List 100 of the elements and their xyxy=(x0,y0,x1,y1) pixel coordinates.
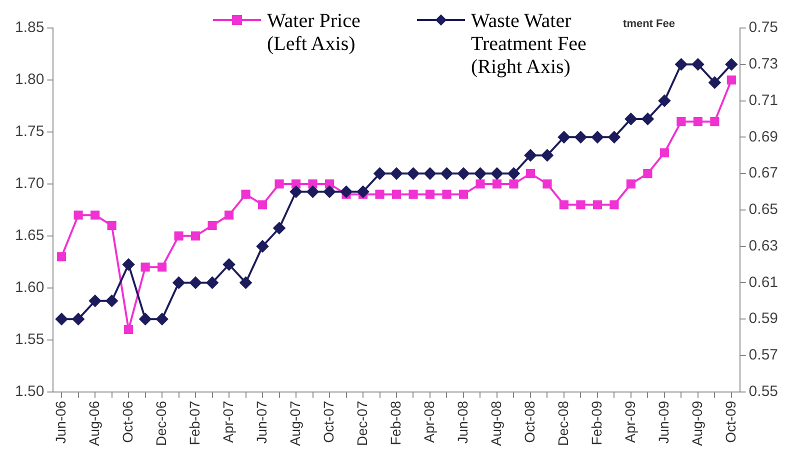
y-tick-label: 1.60 xyxy=(14,279,44,296)
point xyxy=(375,190,384,199)
point xyxy=(258,200,268,210)
x-tick-label: Jun-09 xyxy=(655,400,672,444)
point xyxy=(490,168,503,180)
point xyxy=(541,149,554,162)
point xyxy=(140,262,150,272)
x-tick-label: Dec-07 xyxy=(354,400,370,446)
y2-tick-label: 0.55 xyxy=(748,382,778,400)
x-tick-label: Oct-07 xyxy=(320,400,336,443)
point xyxy=(308,179,318,188)
point xyxy=(642,112,654,125)
point xyxy=(558,131,570,144)
point xyxy=(290,186,302,198)
point xyxy=(306,186,319,198)
point xyxy=(643,169,652,178)
point xyxy=(526,169,536,178)
y2-tick-label: 0.75 xyxy=(748,19,778,36)
point xyxy=(208,220,217,230)
point xyxy=(725,58,738,70)
point xyxy=(559,200,568,210)
y-tick-label: 1.85 xyxy=(14,19,44,36)
point xyxy=(224,210,234,220)
x-tick-label: Jun-06 xyxy=(52,400,68,444)
point xyxy=(592,200,602,210)
point xyxy=(89,294,102,307)
x-tick-label: Oct-09 xyxy=(722,400,738,443)
y-tick-label: 1.65 xyxy=(14,227,44,244)
point xyxy=(57,252,66,262)
point xyxy=(390,168,402,180)
point xyxy=(72,313,84,326)
point xyxy=(708,76,721,89)
y-tick-label: 1.50 xyxy=(14,382,44,400)
point xyxy=(107,220,116,230)
point xyxy=(424,168,436,180)
point xyxy=(156,313,168,326)
point xyxy=(357,186,370,198)
point xyxy=(274,179,284,188)
legend-label: Waste Water Treatment Fee (Right Axis) xyxy=(471,10,586,78)
point xyxy=(106,294,118,307)
point xyxy=(726,75,736,85)
x-tick-label: Dec-08 xyxy=(554,400,571,446)
point xyxy=(407,168,420,180)
point xyxy=(122,258,135,271)
point xyxy=(273,222,286,234)
point xyxy=(158,262,167,272)
annotation: tment Fee xyxy=(623,18,675,30)
x-tick-label: Apr-09 xyxy=(622,400,638,443)
point xyxy=(340,186,352,198)
point xyxy=(610,200,619,210)
point xyxy=(256,240,269,252)
x-tick-label: Feb-09 xyxy=(588,400,604,446)
point xyxy=(508,168,520,180)
point xyxy=(457,168,470,180)
point xyxy=(693,117,702,126)
point xyxy=(241,190,250,199)
point xyxy=(240,276,252,289)
x-tick-label: Aug-08 xyxy=(488,400,504,446)
point xyxy=(291,179,301,188)
point xyxy=(710,117,720,126)
y2-tick-label: 0.69 xyxy=(748,128,778,146)
point xyxy=(124,324,134,334)
point xyxy=(676,117,686,126)
x-tick-label: Aug-09 xyxy=(688,400,705,446)
point xyxy=(324,186,336,198)
y2-tick-label: 0.63 xyxy=(748,237,778,254)
point xyxy=(576,200,586,210)
point xyxy=(324,179,334,188)
point xyxy=(223,258,236,271)
point xyxy=(476,179,485,188)
legend-label: Water Price (Left Axis) xyxy=(267,10,362,56)
x-tick-label: Aug-06 xyxy=(86,400,102,446)
point xyxy=(90,210,100,220)
point xyxy=(374,168,386,180)
x-tick-label: Dec-06 xyxy=(152,400,169,446)
point xyxy=(492,179,502,188)
point xyxy=(658,94,670,107)
point xyxy=(408,190,418,199)
point xyxy=(474,168,486,180)
x-tick-label: Oct-06 xyxy=(119,400,136,443)
y-tick-label: 1.75 xyxy=(14,123,44,140)
y-tick-label: 1.70 xyxy=(14,175,44,192)
point xyxy=(624,112,637,125)
point xyxy=(440,168,453,180)
point xyxy=(74,210,83,220)
point xyxy=(574,131,587,144)
point xyxy=(206,276,218,289)
y2-tick-label: 0.61 xyxy=(748,274,778,291)
point xyxy=(692,58,704,70)
x-tick-label: Apr-08 xyxy=(420,400,437,443)
x-tick-label: Apr-07 xyxy=(220,400,236,443)
y2-tick-label: 0.71 xyxy=(748,92,778,109)
y2-tick-label: 0.73 xyxy=(748,56,778,73)
y-tick-label: 1.55 xyxy=(14,331,44,348)
point xyxy=(626,179,636,188)
point xyxy=(524,149,536,162)
point xyxy=(191,231,200,240)
point xyxy=(392,190,402,199)
point xyxy=(190,276,202,289)
point xyxy=(542,179,552,188)
